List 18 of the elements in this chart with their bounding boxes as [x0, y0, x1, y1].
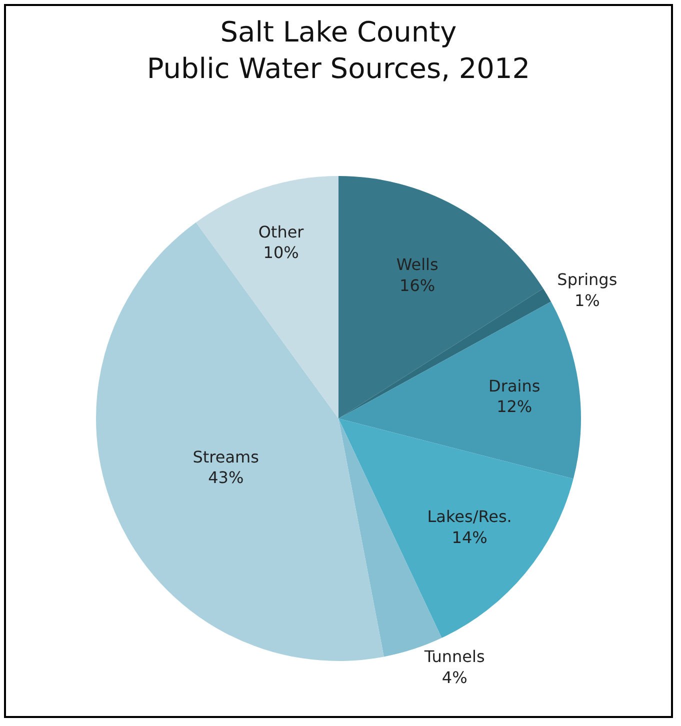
slice-label: Springs — [557, 270, 618, 289]
slice-label: Wells — [396, 255, 438, 274]
data-label: 4% — [442, 668, 468, 688]
slice-label: Other — [258, 222, 304, 242]
pie-slice — [196, 176, 338, 418]
slice-label: Lakes/Res. — [427, 507, 512, 526]
data-label: 14% — [452, 528, 488, 547]
data-label: 1% — [574, 290, 600, 310]
chart-title: Salt Lake County Public Water Sources, 2012 — [146, 16, 530, 85]
data-label: 16% — [400, 276, 436, 295]
slice-label: Tunnels — [423, 647, 485, 666]
data-label: 12% — [496, 397, 532, 416]
pie-slice — [338, 418, 574, 638]
slice-label: Streams — [192, 447, 259, 466]
pie-slice — [96, 222, 384, 661]
data-label: 43% — [208, 468, 244, 488]
slice-label: Drains — [488, 376, 540, 396]
data-label: 10% — [263, 243, 299, 262]
